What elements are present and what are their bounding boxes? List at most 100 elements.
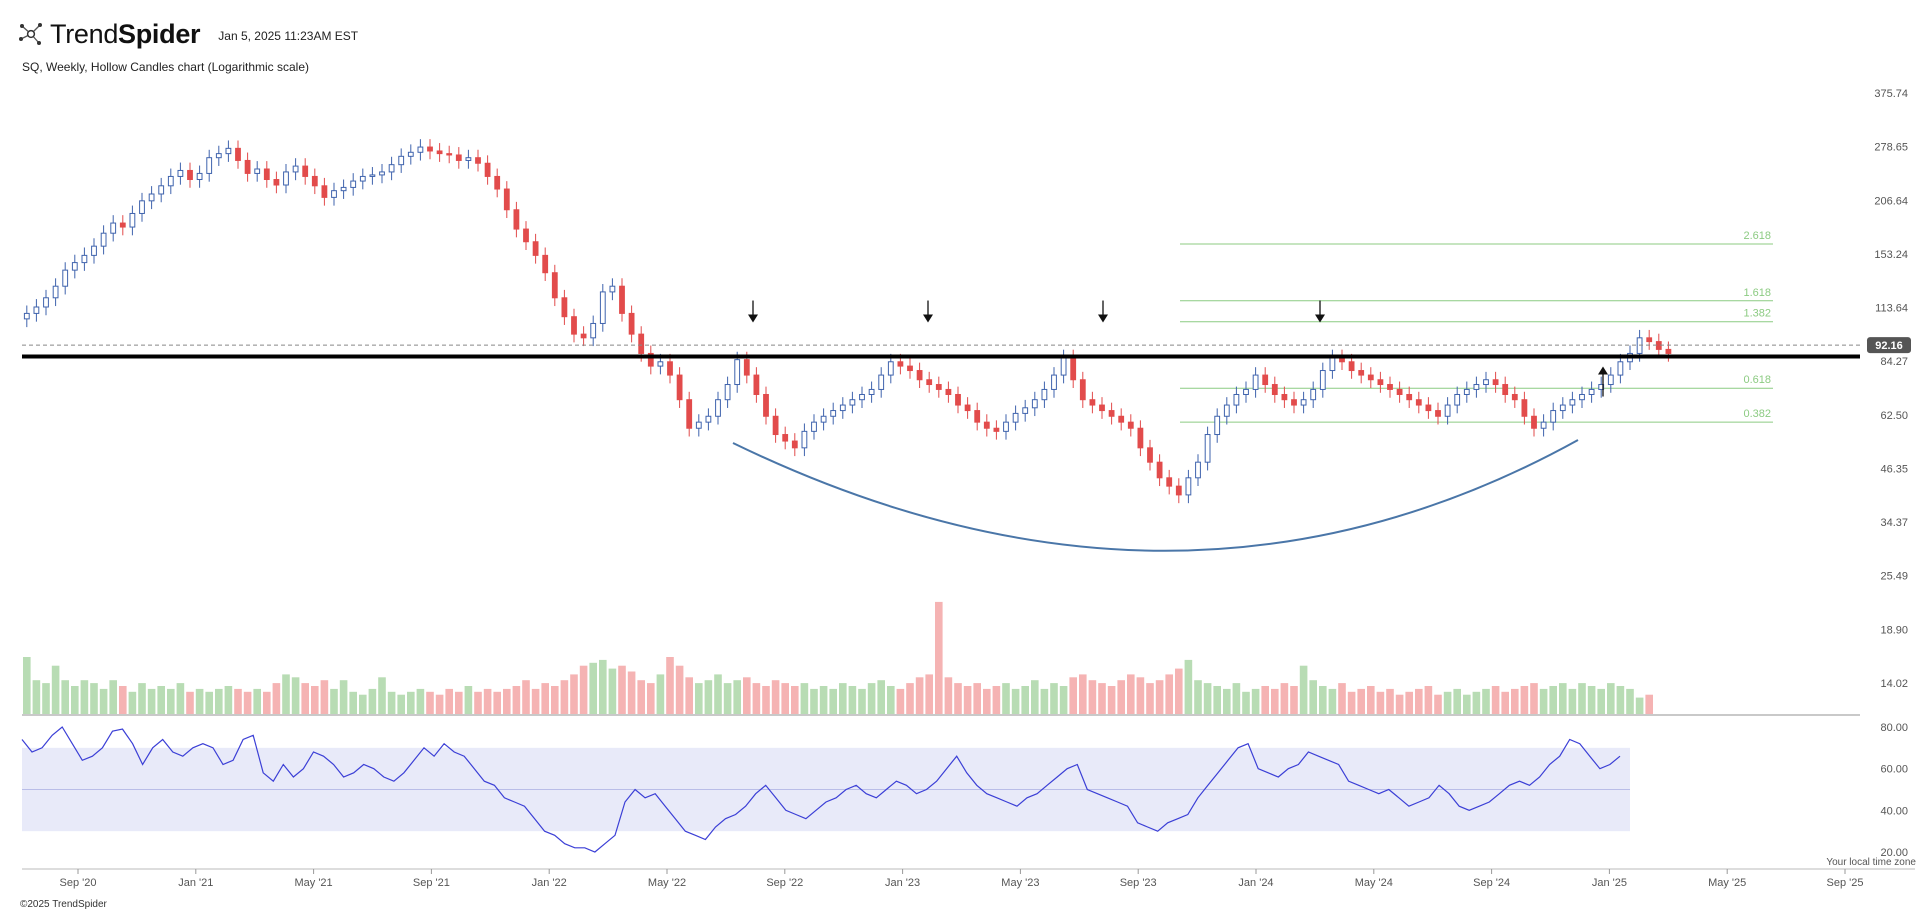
candle-body [1435,410,1441,417]
x-tick-label: May '25 [1708,877,1746,889]
candle-body [935,384,942,390]
volume-bar [138,683,146,715]
trendspider-logo-icon [19,23,42,45]
candle-body [1214,415,1221,436]
cup-arc [732,439,1579,552]
rsi-tick-label: 60.00 [1880,764,1908,776]
volume-bar [71,686,79,715]
volume-bar [186,691,194,715]
candle-body [743,359,750,376]
candle-body [1204,434,1211,463]
volume-bar [858,688,866,715]
x-tick-label: Sep '24 [1473,877,1510,889]
candle-body [983,421,990,429]
candle-body [1147,447,1153,463]
volume-bar [1127,674,1135,715]
candle-body [782,434,789,442]
volume-bar [1463,694,1471,715]
candle-body [1511,393,1518,401]
candle-body [1137,427,1144,449]
price-tick-label: 153.24 [1874,249,1908,261]
volume-bar [1405,691,1413,715]
header: TrendSpider Jan 5, 2025 11:23AM EST [18,18,358,50]
volume-bar [618,665,626,715]
candle-body [945,388,952,395]
fib-label: 2.618 [1743,230,1771,242]
volume-bar [109,680,117,715]
volume-bar [349,691,357,715]
volume-bar [925,674,933,715]
volume-bar [579,665,588,715]
candle-body [1588,388,1595,395]
volume-bar [1155,680,1164,715]
volume-bar [1299,665,1308,715]
candle-body [830,410,837,417]
volume-bar [656,674,665,715]
candle-body [388,164,395,173]
volume-bar [1338,683,1346,715]
price-tick-label: 14.02 [1880,678,1908,690]
volume-bar [1309,680,1317,715]
candle-body [148,193,155,202]
volume-bar [954,683,962,715]
volume-bar [1597,688,1605,715]
candle-body [455,154,462,161]
down-arrow-head [1098,314,1108,323]
brand-bold: Spider [118,18,201,49]
candle-body [955,393,961,406]
candle-body [839,404,846,412]
rsi-tick-label: 20.00 [1880,847,1908,859]
volume-bar [1184,659,1193,715]
candle-body [1089,399,1096,406]
candle-body [599,291,606,324]
volume-bar [90,683,98,715]
candle-body [1415,399,1422,406]
candle-body [379,171,385,176]
x-tick-label: Sep '25 [1827,877,1864,889]
x-tick-label: May '23 [1001,877,1039,889]
candle-body [542,254,549,274]
candle-body [503,188,510,211]
candle-body [436,150,443,155]
volume-bar [1578,683,1586,715]
candle-body [33,306,40,314]
volume-bar [675,665,684,715]
price-tick-label: 46.35 [1880,463,1908,475]
volume-bar [1213,686,1221,715]
volume-bar [791,686,799,715]
candle-body [1492,379,1499,386]
down-arrow-head [748,314,758,323]
candle-body [1022,407,1029,414]
candle-body [695,421,702,429]
volume-bar [608,668,617,715]
volume-bar [1223,688,1231,715]
candle-body [139,200,145,214]
price-tick-label: 18.90 [1880,624,1908,636]
volume-bar [416,688,425,715]
volume-bar [1319,686,1327,715]
volume-bar [42,683,50,715]
volume-bar [1271,688,1279,715]
candle-body [964,404,971,412]
candle-body [484,162,491,177]
candle-body [628,312,635,335]
candle-body [1579,393,1585,401]
volume-bar [1021,686,1029,715]
volume-bar [1261,686,1269,715]
volume-bar [599,659,607,715]
volume-bar [32,680,41,715]
volume-bar [877,680,885,715]
volume-bar [1117,680,1125,715]
fib-label: 1.382 [1743,308,1771,320]
volume-bar [1328,688,1337,715]
volume-bar [1607,683,1615,715]
volume-bar [723,683,732,715]
copyright: ©2025 TrendSpider [20,899,107,910]
candle-body [1454,393,1461,406]
volume-bar [819,686,828,715]
x-tick-label: Sep '23 [1120,877,1157,889]
volume-bar [23,657,31,715]
volume-bar [205,691,213,715]
volume-bar [215,688,223,715]
